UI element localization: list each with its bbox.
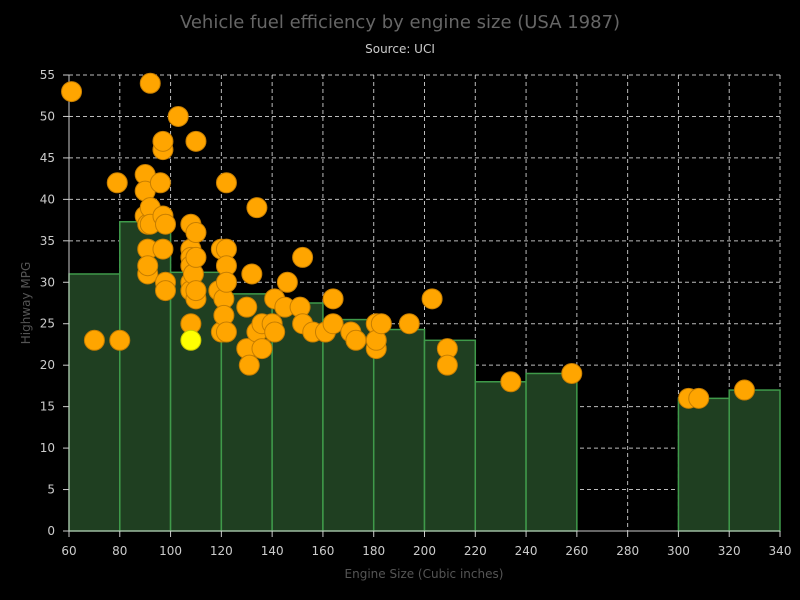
scatter-point[interactable]	[733, 379, 755, 401]
x-tick-label: 60	[61, 544, 76, 558]
scatter-point[interactable]	[236, 296, 258, 318]
scatter-point[interactable]	[152, 130, 174, 152]
scatter-point[interactable]	[167, 105, 189, 127]
y-axis-title: Highway MPG	[19, 262, 33, 345]
x-axis-title: Engine Size (Cubic inches)	[345, 567, 504, 581]
y-tick-label: 10	[40, 441, 55, 455]
scatter-point[interactable]	[292, 246, 314, 268]
y-tick-label: 30	[40, 275, 55, 289]
scatter-point[interactable]	[215, 172, 237, 194]
x-tick-label: 300	[667, 544, 690, 558]
scatter-point[interactable]	[322, 313, 344, 335]
scatter-point[interactable]	[500, 371, 522, 393]
scatter-point[interactable]	[436, 354, 458, 376]
x-tick-label: 240	[515, 544, 538, 558]
scatter-point[interactable]	[398, 313, 420, 335]
y-tick-label: 5	[47, 483, 55, 497]
histogram-bars	[68, 220, 781, 532]
scatter-point[interactable]	[137, 255, 159, 277]
scatter-point[interactable]	[185, 280, 207, 302]
y-tick-label: 0	[47, 524, 55, 538]
scatter-point[interactable]	[185, 222, 207, 244]
x-tick-label: 160	[311, 544, 334, 558]
y-tick-label: 35	[40, 234, 55, 248]
scatter-point[interactable]	[154, 213, 176, 235]
y-tick-label: 20	[40, 358, 55, 372]
histogram-bar	[677, 397, 730, 532]
scatter-point[interactable]	[688, 387, 710, 409]
scatter-point[interactable]	[264, 321, 286, 343]
y-tick-label: 25	[40, 317, 55, 331]
x-tick-label: 220	[464, 544, 487, 558]
scatter-points	[61, 72, 755, 409]
scatter-point[interactable]	[139, 72, 161, 94]
scatter-point[interactable]	[215, 321, 237, 343]
scatter-point[interactable]	[276, 271, 298, 293]
x-tick-label: 260	[565, 544, 588, 558]
scatter-point[interactable]	[83, 329, 105, 351]
y-tick-label: 15	[40, 400, 55, 414]
x-tick-label: 120	[210, 544, 233, 558]
scatter-point[interactable]	[561, 362, 583, 384]
chart-title: Vehicle fuel efficiency by engine size (…	[180, 12, 620, 33]
histogram-bar	[372, 328, 426, 532]
scatter-point[interactable]	[185, 246, 207, 268]
histogram-bar	[474, 381, 527, 532]
histogram-bar	[68, 273, 121, 532]
scatter-point[interactable]	[246, 197, 268, 219]
x-tick-label: 340	[769, 544, 792, 558]
axes: 0 5 10 15 20 25 30 35 40 45 50 55 60 80 100 120 140 160 18…	[40, 68, 792, 558]
scatter-point[interactable]	[241, 263, 263, 285]
scatter-point[interactable]	[154, 280, 176, 302]
scatter-point[interactable]	[370, 313, 392, 335]
y-tick-label: 40	[40, 192, 55, 206]
scatter-point[interactable]	[421, 288, 443, 310]
highlighted-point[interactable]	[180, 329, 202, 351]
x-tick-label: 80	[112, 544, 127, 558]
scatter-point[interactable]	[106, 172, 128, 194]
histogram-bar	[525, 372, 578, 532]
y-tick-label: 55	[40, 68, 55, 82]
scatter-point[interactable]	[251, 338, 273, 360]
scatter-point[interactable]	[61, 81, 83, 103]
x-tick-label: 320	[718, 544, 741, 558]
x-tick-label: 200	[413, 544, 436, 558]
scatter-point[interactable]	[322, 288, 344, 310]
scatter-point[interactable]	[109, 329, 131, 351]
scatter-point[interactable]	[185, 130, 207, 152]
scatter-point[interactable]	[238, 354, 260, 376]
chart-subtitle: Source: UCI	[365, 42, 435, 56]
x-tick-label: 180	[362, 544, 385, 558]
histogram-bar	[322, 318, 375, 532]
y-tick-label: 50	[40, 109, 55, 123]
scatter-point[interactable]	[152, 238, 174, 260]
histogram-bar	[169, 271, 223, 532]
scatter-point[interactable]	[149, 172, 171, 194]
x-tick-label: 280	[616, 544, 639, 558]
scatter-point[interactable]	[345, 329, 367, 351]
histogram-bar	[728, 389, 781, 532]
x-tick-label: 100	[159, 544, 182, 558]
x-tick-label: 140	[261, 544, 284, 558]
scatter-point[interactable]	[215, 271, 237, 293]
y-tick-label: 45	[40, 151, 55, 165]
